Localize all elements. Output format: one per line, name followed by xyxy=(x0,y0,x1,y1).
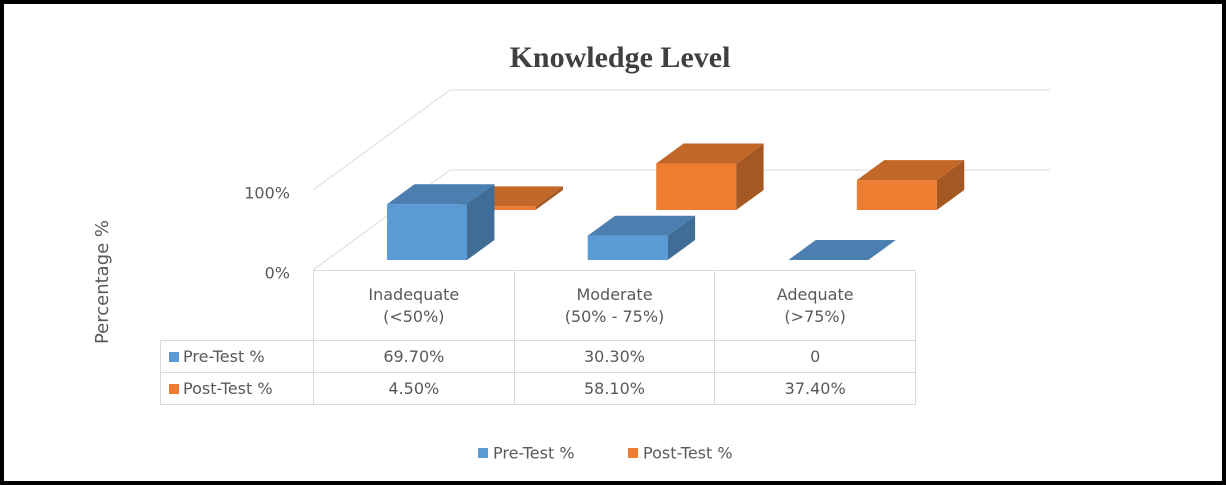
value-cell: 30.30% xyxy=(513,340,716,373)
legend-key xyxy=(478,448,488,458)
bar xyxy=(788,240,896,260)
cell-text: 58.10% xyxy=(583,378,645,398)
bar-front xyxy=(656,163,737,210)
series-cell: Pre-Test % xyxy=(160,340,314,373)
bar-front xyxy=(856,180,937,210)
y-tick-label: 0% xyxy=(265,264,290,283)
cell-text: 37.40% xyxy=(784,378,846,398)
value-cell: 0 xyxy=(714,340,916,373)
bar-top xyxy=(656,143,764,164)
cell-text: 4.50% xyxy=(388,378,440,398)
value-cell: 37.40% xyxy=(714,372,916,405)
category-cell: Moderate (50% - 75%) xyxy=(513,270,716,341)
bar-side xyxy=(936,160,965,210)
bar-top xyxy=(788,240,896,260)
bar-side xyxy=(467,184,495,260)
cell-text: 69.70% xyxy=(383,346,445,366)
bar-front xyxy=(587,235,668,260)
series-cell: Post-Test % xyxy=(160,372,314,405)
chart-title: Knowledge Level xyxy=(510,41,731,74)
value-cell: 58.10% xyxy=(513,372,716,405)
category-cell: Adequate (>75%) xyxy=(714,270,916,341)
category-cell: Inadequate (<50%) xyxy=(313,270,515,341)
bar xyxy=(656,143,764,210)
bar-side xyxy=(667,215,696,260)
legend-label: Pre-Test % xyxy=(493,444,575,463)
legend-label: Post-Test % xyxy=(643,444,733,463)
bar-side xyxy=(535,186,563,210)
y-tick-label: 100% xyxy=(244,184,290,203)
bar-top xyxy=(387,184,495,205)
bar xyxy=(587,215,696,260)
cell-text: 30.30% xyxy=(583,346,645,366)
bar xyxy=(387,184,495,260)
value-cell: 4.50% xyxy=(313,372,515,405)
cell-text: Adequate (>75%) xyxy=(776,284,854,326)
value-cell: 69.70% xyxy=(313,340,515,373)
cell-text: 0 xyxy=(810,346,821,366)
grid-line xyxy=(312,89,451,191)
bar xyxy=(856,160,965,210)
legend-key xyxy=(169,351,179,362)
bar-front xyxy=(387,204,468,260)
y-axis-label: Percentage % xyxy=(92,220,113,344)
bar-side xyxy=(736,143,764,210)
cell-text: Moderate (50% - 75%) xyxy=(564,284,665,326)
legend-key xyxy=(628,448,638,458)
bar-top xyxy=(587,215,696,236)
legend-key xyxy=(169,383,179,394)
cell-text: Pre-Test % xyxy=(183,346,265,366)
bar-top xyxy=(856,160,965,181)
cell-text: Inadequate (<50%) xyxy=(368,284,460,326)
cell-text: Post-Test % xyxy=(183,378,273,398)
